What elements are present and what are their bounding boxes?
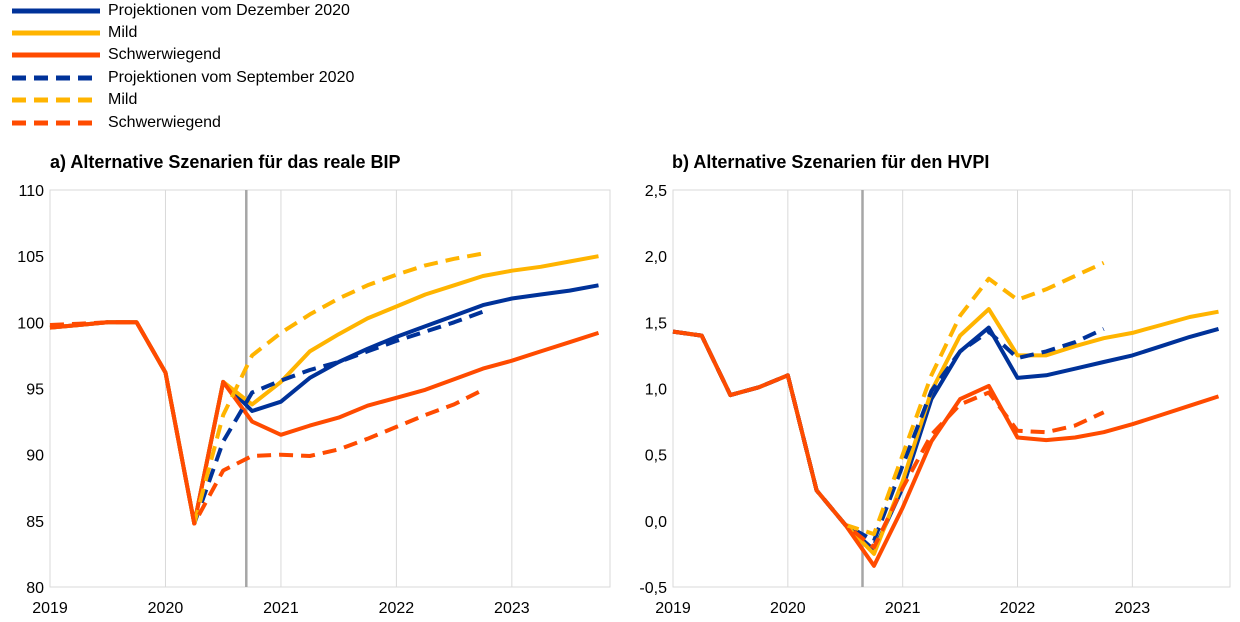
legend-item-dec2020-projection: Projektionen vom Dezember 2020 (8, 0, 350, 22)
legend-item-sep2020-severe: Schwerwiegend (8, 112, 221, 134)
chart-title-gdp: a) Alternative Szenarien für das reale B… (50, 152, 401, 172)
gdp-x-tick-label: 2019 (32, 600, 68, 617)
gdp-y-tick-label: 110 (18, 183, 44, 200)
legend-label-dec2020-projection: Projektionen vom Dezember 2020 (108, 2, 350, 19)
gdp-plot-frame (49, 189, 611, 588)
legend-label-sep2020-severe: Schwerwiegend (108, 114, 221, 131)
legend-swatch-sep2020-projection (12, 75, 100, 81)
gdp-series-4-mild-sep2020 (192, 251, 484, 525)
legend-swatch-sep2020-mild (12, 97, 100, 103)
legend-swatch-sep2020-severe (12, 120, 100, 126)
hicp-plot-frame (672, 189, 1231, 588)
gdp-y-tick-label: 100 (17, 315, 44, 332)
gdp-x-tick-label: 2021 (263, 600, 299, 617)
hicp-series-5-schwerwiegend-sep2020 (672, 329, 1105, 550)
hicp-x-tick-label: 2020 (770, 600, 806, 617)
hicp-y-tick-label: 2,5 (645, 183, 667, 200)
legend-item-sep2020-projection: Projektionen vom September 2020 (8, 67, 354, 89)
legend-label-dec2020-severe: Schwerwiegend (108, 46, 221, 63)
hicp-x-tick-label: 2022 (1000, 600, 1036, 617)
legend-label-dec2020-mild: Mild (108, 24, 138, 41)
gdp-y-tick-label: 80 (26, 580, 44, 597)
hicp-y-tick-label: 2,0 (645, 249, 667, 266)
gdp-x-tick-label: 2020 (148, 600, 184, 617)
hicp-x-tick-label: 2021 (885, 600, 921, 617)
legend-label-sep2020-projection: Projektionen vom September 2020 (108, 69, 355, 86)
legend-item-dec2020-severe: Schwerwiegend (8, 44, 221, 66)
gdp-series-5-schwerwiegend-sep2020 (49, 320, 484, 526)
hicp-x-tick-label: 2023 (1115, 600, 1151, 617)
legend-swatch-dec2020-severe (12, 52, 100, 58)
hicp-y-tick-label: 0,5 (645, 448, 667, 465)
legend: Projektionen vom Dezember 2020 Mild Schw… (0, 0, 600, 140)
legend-swatch-dec2020-mild (12, 30, 100, 36)
hicp-x-tick-label: 2019 (655, 600, 691, 617)
gdp-x-tick-label: 2022 (379, 600, 415, 617)
legend-swatch-dec2020-projection (12, 8, 100, 14)
hicp-y-tick-label: 0,0 (645, 514, 667, 531)
hicp-y-tick-label: 1,5 (645, 315, 667, 332)
gdp-y-tick-label: 95 (26, 382, 44, 399)
gdp-series-3-projektionen-vom-september-2020-sep2020 (192, 309, 484, 525)
gdp-y-tick-label: 85 (26, 514, 44, 531)
hicp-series-4-mild-sep2020 (844, 260, 1105, 537)
gdp-y-tick-label: 90 (26, 448, 44, 465)
hicp-series-2-schwerwiegend-dec2020 (672, 329, 1220, 568)
hicp-y-tick-label: -0,5 (639, 580, 667, 597)
hicp-y-tick-label: 1,0 (645, 382, 667, 399)
legend-label-sep2020-mild: Mild (108, 91, 138, 108)
hicp-series-3-projektionen-vom-september-2020-sep2020 (672, 327, 1105, 543)
gdp-x-tick-label: 2023 (494, 600, 530, 617)
chart-title-hicp: b) Alternative Szenarien für den HVPI (672, 152, 990, 172)
gdp-y-tick-label: 105 (17, 249, 44, 266)
legend-item-sep2020-mild: Mild (8, 89, 137, 111)
legend-item-dec2020-mild: Mild (8, 22, 137, 44)
